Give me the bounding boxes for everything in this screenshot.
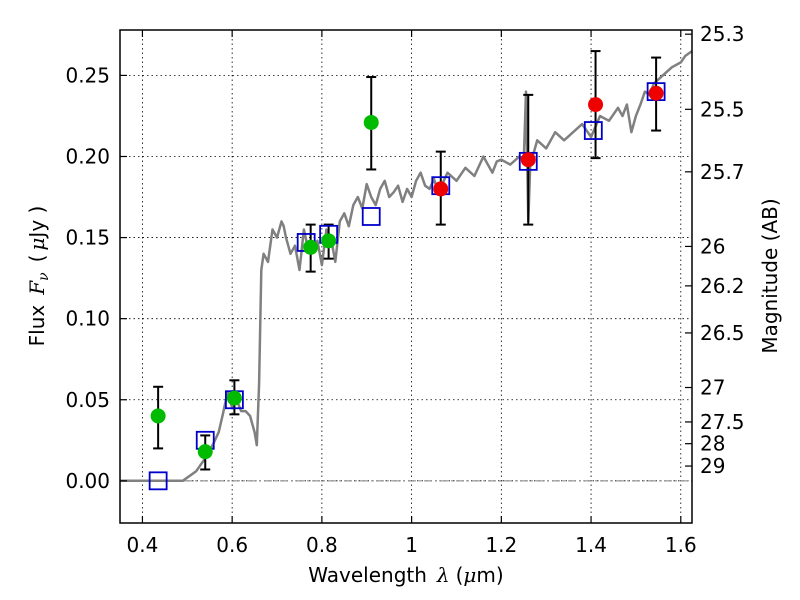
y2-tick-label-6: 27 (700, 376, 725, 400)
model-photometry-square-5 (361, 207, 381, 226)
y-axis-label-sub: ν (36, 272, 52, 281)
x-tick-label-1: 0.6 (216, 533, 248, 557)
y-tick-label-1: 0.05 (65, 388, 110, 412)
y-axis-label: Flux Fν ( μJy ) (25, 206, 52, 347)
x-axis-label-unit-mu: μ (463, 563, 476, 587)
y-tick-label-4: 0.20 (65, 144, 110, 168)
y2-tick-label-5: 26.5 (700, 321, 745, 345)
y2-tick-label-4: 26.2 (700, 274, 745, 298)
x-axis-label-symbol: λ (436, 563, 450, 587)
red-point-0 (433, 181, 449, 197)
green-point-1 (197, 444, 213, 460)
model-photometry-square-0 (148, 471, 168, 491)
y-axis-label-unit-rest: Jy ) (25, 206, 49, 240)
y2-tick-label-9: 29 (700, 454, 725, 478)
x-tick-label-5: 1.4 (575, 533, 607, 557)
red-point-2 (588, 97, 604, 113)
red-point-3 (648, 85, 664, 101)
y2-tick-label-2: 25.7 (700, 160, 745, 184)
y-tick-label-2: 0.10 (65, 307, 110, 331)
y-tick-label-5: 0.25 (65, 63, 110, 87)
green-point-5 (363, 114, 379, 130)
x-tick-label-2: 0.8 (306, 533, 338, 557)
observed-points (150, 85, 664, 460)
model-photometry-square-8 (583, 121, 603, 140)
y2-axis-label: Magnitude (AB) (758, 198, 782, 353)
model-spectrum-line (120, 50, 693, 483)
x-tick-label-0: 0.4 (127, 533, 159, 557)
y-axis-label-symbol: F (25, 280, 49, 296)
axis-ticks: 0.4 0.6 0.8 1 1.2 1.4 1.6 0.00 0.05 0.10 0.15 0.20 0… (65, 22, 744, 557)
x-tick-label-6: 1.6 (665, 533, 697, 557)
green-point-2 (226, 390, 242, 406)
green-point-3 (303, 239, 319, 255)
y2-tick-label-8: 28 (700, 432, 725, 456)
y-axis-label-text: Flux (25, 305, 49, 347)
y2-tick-label-1: 25.5 (700, 97, 745, 121)
error-bars (153, 50, 662, 471)
green-point-4 (321, 233, 337, 249)
y-tick-label-0: 0.00 (65, 469, 110, 493)
y-axis-label-unit-mu: μ (25, 238, 49, 251)
y2-tick-label-7: 27.5 (700, 410, 745, 434)
grid-lines (120, 30, 692, 523)
y-axis-label-unit-open: ( (25, 255, 49, 263)
model-photometry-squares (148, 82, 666, 491)
y2-tick-label-3: 26 (700, 234, 725, 258)
red-point-1 (520, 152, 536, 168)
plot-frame (119, 29, 693, 524)
x-axis-label-unit-open: ( (456, 563, 464, 587)
x-axis-label: Wavelength λ (μm) (308, 563, 503, 587)
x-axis-label-text: Wavelength (308, 563, 427, 587)
y-tick-label-3: 0.15 (65, 226, 110, 250)
x-tick-label-4: 1.2 (485, 533, 517, 557)
x-tick-label-3: 1 (405, 533, 418, 557)
y2-tick-label-0: 25.3 (700, 22, 745, 46)
x-axis-label-unit-rest: m) (476, 563, 503, 587)
green-point-0 (150, 408, 166, 424)
